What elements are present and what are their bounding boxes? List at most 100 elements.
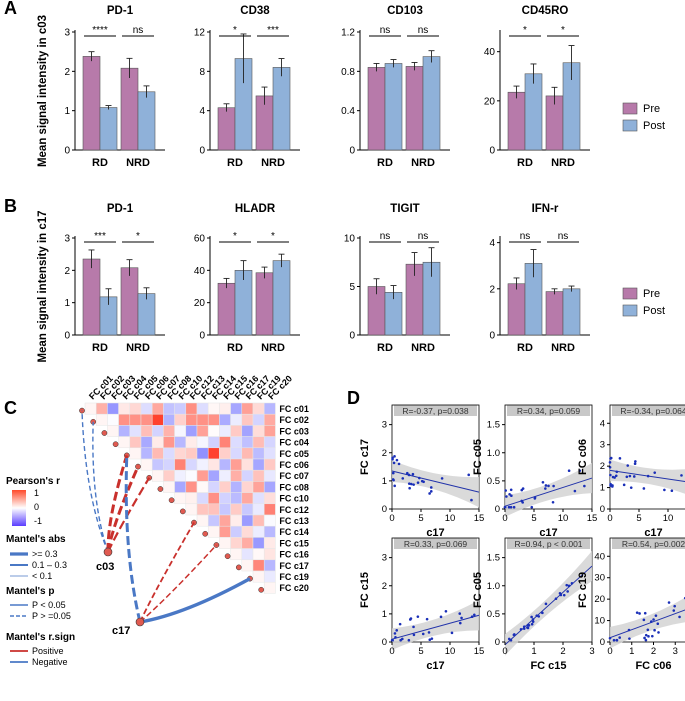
data-point	[628, 474, 632, 478]
y-tick-label: 12	[194, 28, 206, 39]
heatmap-cell	[129, 402, 142, 415]
data-point	[647, 635, 650, 638]
heatmap-cell	[263, 447, 276, 460]
data-point	[622, 483, 626, 487]
chart-title: TIGIT	[390, 203, 419, 215]
confidence-band	[392, 460, 479, 508]
x-tick-label: 5	[531, 513, 536, 524]
heatmap-cell	[263, 503, 276, 516]
heatmap-cell	[140, 458, 153, 471]
data-point	[401, 637, 404, 641]
significance-label: *	[271, 231, 275, 242]
data-point	[618, 457, 622, 460]
stat-label: R=0.54, p=0.002	[622, 539, 685, 549]
panel-letter: C	[4, 398, 17, 418]
data-point	[635, 611, 639, 614]
data-point	[612, 638, 616, 642]
heatmap-cell	[196, 492, 209, 505]
x-tick-label: 3	[673, 646, 678, 657]
heatmap-cell	[163, 447, 175, 460]
bar-chart: PD-1 0 1 2 3 RD **** NRD ns	[64, 5, 165, 169]
link-c03-c06	[106, 465, 140, 553]
heatmap-cell	[185, 425, 198, 437]
data-point	[628, 637, 631, 640]
bar-pre	[507, 91, 526, 151]
y-tick-label: 3	[382, 553, 387, 564]
data-point	[530, 622, 534, 626]
row-node-dot	[235, 564, 242, 571]
data-point	[428, 492, 431, 495]
heatmap-cell	[252, 537, 265, 549]
legend-abs-label: 0.1 – 0.3	[32, 560, 67, 570]
significance-label: ns	[380, 231, 391, 242]
data-point	[541, 480, 545, 484]
heatmap-cell	[252, 425, 265, 437]
data-point	[411, 472, 415, 476]
data-point	[416, 481, 420, 484]
heatmap-cell	[107, 413, 119, 426]
data-point	[609, 482, 612, 486]
legend-label-post: Post	[643, 120, 665, 132]
y-axis-label: FC c05	[472, 439, 484, 475]
pearson-colorbar	[12, 490, 26, 526]
data-point	[395, 629, 399, 632]
data-point	[609, 456, 613, 460]
bar-chart: CD103 0 0.4 0.8 1.2 RD ns NRD ns	[341, 5, 450, 169]
data-point	[392, 478, 395, 482]
heatmap-cell	[230, 525, 243, 538]
category-label: NRD	[261, 342, 285, 354]
link-c03-c02	[92, 421, 109, 553]
stat-banner	[394, 538, 477, 549]
x-axis-label: c17	[644, 527, 662, 539]
legend-label-pre: Pre	[643, 288, 660, 300]
heatmap-cell	[174, 469, 187, 482]
heatmap-cell	[207, 425, 220, 437]
data-point	[526, 623, 530, 627]
stat-label: R=0.34, p=0.059	[517, 406, 581, 416]
data-point	[551, 500, 555, 504]
legend-p-label: P < 0.05	[32, 600, 66, 610]
heatmap-cell	[252, 492, 265, 505]
heatmap-cell	[196, 514, 209, 527]
heatmap-cell	[252, 559, 265, 572]
data-point	[643, 636, 646, 640]
link-c03-c01	[81, 410, 109, 553]
y-tick-label: 1	[600, 483, 605, 494]
row-node-dot	[157, 486, 164, 492]
legend-sign-label: Positive	[32, 646, 64, 656]
pearson-scale-label: 1	[34, 488, 39, 498]
heatmap-cell	[219, 413, 231, 426]
bar-chart: IFN-r 0 2 4 RD ns NRD ns	[489, 203, 590, 354]
plot-frame	[504, 537, 593, 643]
data-point	[573, 489, 577, 493]
legend-abs-label: < 0.1	[32, 571, 52, 581]
heatmap-cell	[230, 503, 243, 516]
data-point	[663, 488, 666, 492]
data-point	[544, 487, 547, 490]
heatmap-cell	[219, 447, 231, 460]
data-point	[608, 461, 612, 464]
significance-label: ns	[418, 231, 429, 242]
data-point	[509, 505, 513, 509]
data-point	[530, 505, 534, 509]
data-point	[627, 628, 631, 632]
bar-chart: CD45RO 0 20 40 RD * NRD *	[484, 5, 590, 169]
data-point	[615, 638, 619, 642]
y-tick-label: 0	[495, 504, 500, 515]
heatmap-cell	[241, 413, 254, 426]
y-tick-label: 1	[382, 609, 387, 620]
data-point	[510, 494, 513, 498]
y-tick-label: 0	[489, 331, 495, 342]
bar-pre	[545, 291, 564, 336]
y-tick-label: 2	[64, 266, 70, 277]
row-node-dot	[112, 441, 119, 448]
y-tick-label: 10	[344, 234, 356, 245]
heatmap-cell	[129, 413, 142, 426]
data-point	[653, 471, 657, 474]
data-point	[567, 469, 571, 473]
heatmap-cell	[118, 413, 131, 426]
data-point	[656, 622, 660, 626]
y-tick-label: 40	[484, 47, 496, 58]
heatmap-cell	[174, 402, 187, 415]
heatmap-cell	[207, 469, 220, 482]
